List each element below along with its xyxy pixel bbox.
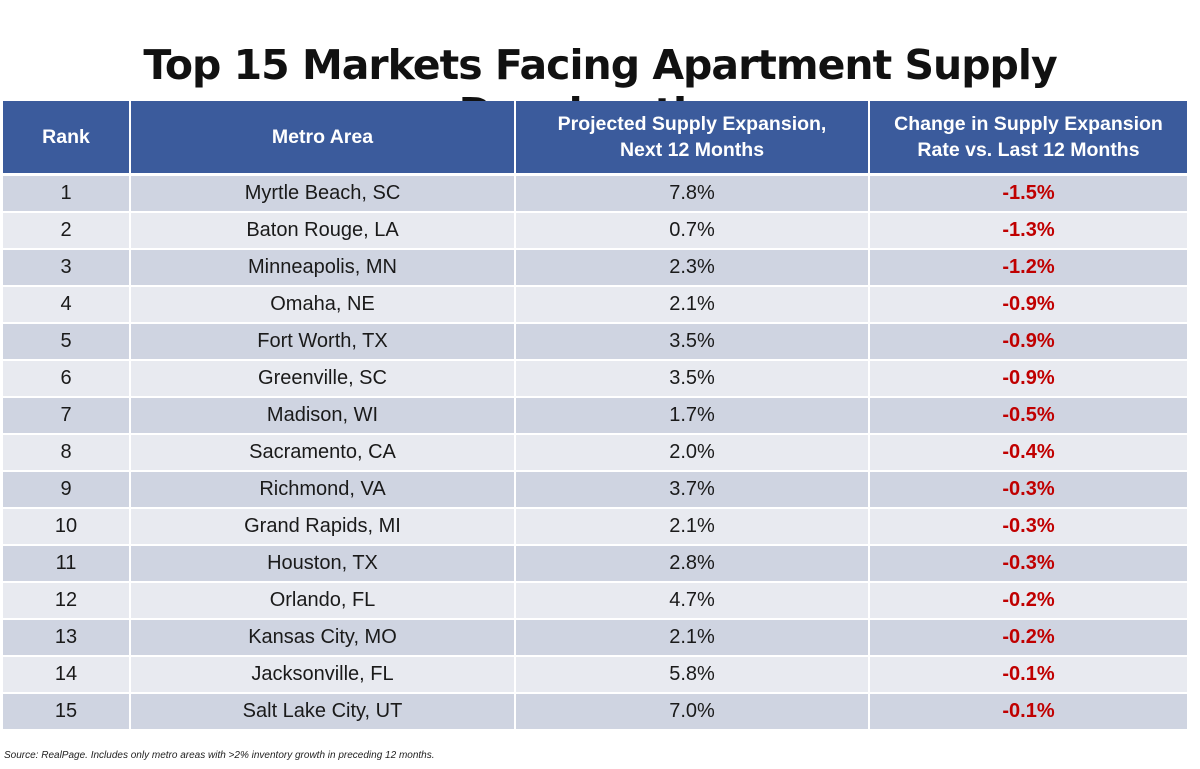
table-header: Rank Metro Area Projected Supply Expansi… (3, 101, 1187, 176)
rank-cell: 1 (3, 174, 131, 213)
rank-cell: 9 (3, 471, 131, 509)
metro-area-cell: Madison, WI (130, 397, 516, 435)
header-change-in-rate: Change in Supply Expansion Rate vs. Last… (869, 101, 1187, 176)
table-row: 8 Sacramento, CA 2.0% -0.4% (3, 434, 1187, 472)
change-in-rate-cell: -0.1% (869, 656, 1187, 694)
projected-supply-cell: 3.7% (515, 471, 870, 509)
change-in-rate-cell: -0.5% (869, 397, 1187, 435)
projected-supply-cell: 5.8% (515, 656, 870, 694)
metro-area-cell: Greenville, SC (130, 360, 516, 398)
projected-supply-cell: 2.1% (515, 619, 870, 657)
markets-table: Rank Metro Area Projected Supply Expansi… (3, 101, 1187, 731)
table-row: 1 Myrtle Beach, SC 7.8% -1.5% (3, 174, 1187, 213)
table-row: 13 Kansas City, MO 2.1% -0.2% (3, 619, 1187, 657)
metro-area-cell: Grand Rapids, MI (130, 508, 516, 546)
metro-area-cell: Kansas City, MO (130, 619, 516, 657)
change-in-rate-cell: -0.3% (869, 508, 1187, 546)
metro-area-cell: Richmond, VA (130, 471, 516, 509)
header-row: Rank Metro Area Projected Supply Expansi… (3, 101, 1187, 176)
change-in-rate-cell: -0.4% (869, 434, 1187, 472)
header-projected-line2: Next 12 Months (619, 139, 765, 161)
metro-area-cell: Baton Rouge, LA (130, 212, 516, 250)
header-change-line1: Change in Supply Expansion (894, 113, 1163, 135)
change-in-rate-cell: -0.9% (869, 360, 1187, 398)
rank-cell: 14 (3, 656, 131, 694)
change-in-rate-cell: -0.2% (869, 582, 1187, 620)
table-row: 6 Greenville, SC 3.5% -0.9% (3, 360, 1187, 398)
rank-cell: 8 (3, 434, 131, 472)
header-metro-area: Metro Area (130, 101, 516, 176)
rank-cell: 2 (3, 212, 131, 250)
projected-supply-cell: 2.1% (515, 508, 870, 546)
table-row: 10 Grand Rapids, MI 2.1% -0.3% (3, 508, 1187, 546)
projected-supply-cell: 1.7% (515, 397, 870, 435)
rank-cell: 15 (3, 693, 131, 731)
rank-cell: 3 (3, 249, 131, 287)
change-in-rate-cell: -1.5% (869, 174, 1187, 213)
rank-cell: 6 (3, 360, 131, 398)
header-rank: Rank (3, 101, 131, 176)
rank-cell: 5 (3, 323, 131, 361)
projected-supply-cell: 7.8% (515, 174, 870, 213)
change-in-rate-cell: -1.3% (869, 212, 1187, 250)
projected-supply-cell: 7.0% (515, 693, 870, 731)
rank-cell: 10 (3, 508, 131, 546)
table-row: 5 Fort Worth, TX 3.5% -0.9% (3, 323, 1187, 361)
projected-supply-cell: 2.8% (515, 545, 870, 583)
projected-supply-cell: 4.7% (515, 582, 870, 620)
change-in-rate-cell: -0.3% (869, 471, 1187, 509)
table-row: 12 Orlando, FL 4.7% -0.2% (3, 582, 1187, 620)
table-row: 4 Omaha, NE 2.1% -0.9% (3, 286, 1187, 324)
change-in-rate-cell: -1.2% (869, 249, 1187, 287)
projected-supply-cell: 3.5% (515, 323, 870, 361)
metro-area-cell: Omaha, NE (130, 286, 516, 324)
metro-area-cell: Myrtle Beach, SC (130, 174, 516, 213)
metro-area-cell: Minneapolis, MN (130, 249, 516, 287)
change-in-rate-cell: -0.3% (869, 545, 1187, 583)
projected-supply-cell: 3.5% (515, 360, 870, 398)
source-note: Source: RealPage. Includes only metro ar… (4, 750, 435, 761)
projected-supply-cell: 0.7% (515, 212, 870, 250)
table-row: 15 Salt Lake City, UT 7.0% -0.1% (3, 693, 1187, 731)
change-in-rate-cell: -0.1% (869, 693, 1187, 731)
table-row: 3 Minneapolis, MN 2.3% -1.2% (3, 249, 1187, 287)
rank-cell: 12 (3, 582, 131, 620)
rank-cell: 4 (3, 286, 131, 324)
projected-supply-cell: 2.0% (515, 434, 870, 472)
rank-cell: 7 (3, 397, 131, 435)
header-projected-supply: Projected Supply Expansion, Next 12 Mont… (515, 101, 870, 176)
table-row: 14 Jacksonville, FL 5.8% -0.1% (3, 656, 1187, 694)
header-projected-line1: Projected Supply Expansion, (557, 113, 827, 135)
rank-cell: 11 (3, 545, 131, 583)
projected-supply-cell: 2.1% (515, 286, 870, 324)
table-body: 1 Myrtle Beach, SC 7.8% -1.5% 2 Baton Rouge, … (3, 174, 1187, 731)
metro-area-cell: Sacramento, CA (130, 434, 516, 472)
table-row: 2 Baton Rouge, LA 0.7% -1.3% (3, 212, 1187, 250)
metro-area-cell: Fort Worth, TX (130, 323, 516, 361)
change-in-rate-cell: -0.9% (869, 286, 1187, 324)
metro-area-cell: Salt Lake City, UT (130, 693, 516, 731)
change-in-rate-cell: -0.2% (869, 619, 1187, 657)
change-in-rate-cell: -0.9% (869, 323, 1187, 361)
rank-cell: 13 (3, 619, 131, 657)
table-row: 9 Richmond, VA 3.7% -0.3% (3, 471, 1187, 509)
title-prefix: Top 15 Markets Facing Apartment Supply (143, 41, 1057, 90)
table-row: 11 Houston, TX 2.8% -0.3% (3, 545, 1187, 583)
metro-area-cell: Houston, TX (130, 545, 516, 583)
metro-area-cell: Jacksonville, FL (130, 656, 516, 694)
table-row: 7 Madison, WI 1.7% -0.5% (3, 397, 1187, 435)
projected-supply-cell: 2.3% (515, 249, 870, 287)
header-change-line2: Rate vs. Last 12 Months (917, 139, 1140, 161)
metro-area-cell: Orlando, FL (130, 582, 516, 620)
